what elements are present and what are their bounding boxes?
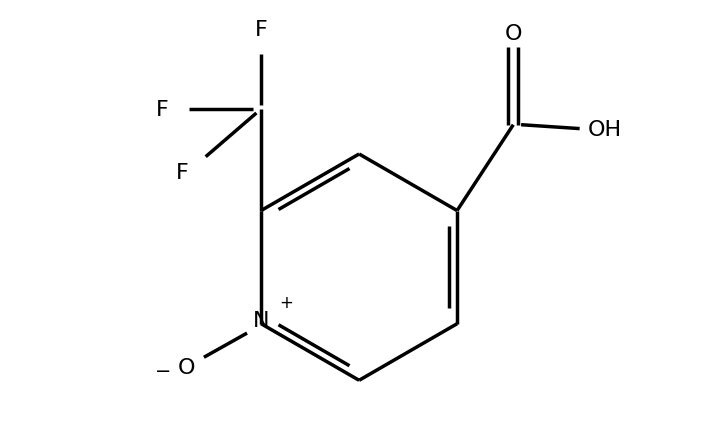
Text: F: F bbox=[176, 162, 189, 182]
Text: +: + bbox=[279, 293, 293, 311]
Text: O: O bbox=[178, 357, 195, 377]
Text: F: F bbox=[156, 100, 169, 120]
Text: OH: OH bbox=[587, 119, 621, 139]
Text: O: O bbox=[505, 24, 522, 43]
Text: N: N bbox=[253, 310, 269, 330]
Text: F: F bbox=[255, 20, 267, 40]
Text: −: − bbox=[155, 361, 171, 380]
